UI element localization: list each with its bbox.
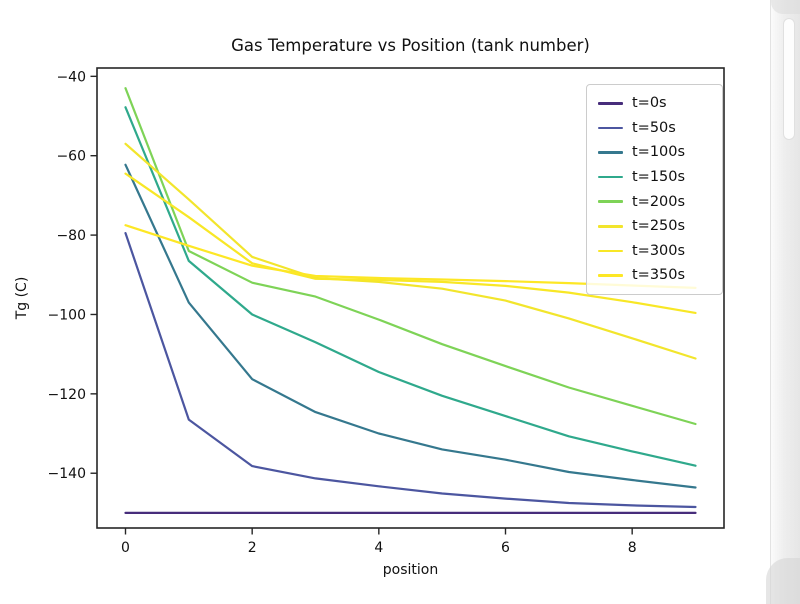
window-corner-bottom (766, 558, 800, 604)
legend-label: t=350s (632, 267, 686, 284)
x-tick-label: 6 (501, 540, 510, 556)
y-tick-label: −60 (56, 149, 86, 165)
window-right-edge (766, 0, 800, 604)
y-tick-label: −140 (48, 466, 86, 482)
y-tick-label: −80 (56, 228, 86, 244)
legend-line-swatch (598, 224, 623, 228)
legend-entry: t=50s (598, 116, 712, 141)
matplotlib-figure: 0 2 4 6 8 −40 −60 −80 −100 −120 −140 Gas Temperatu… (14, 36, 725, 578)
legend-entry: t=300s (598, 239, 712, 264)
legend-label: t=50s (632, 119, 676, 136)
series-t=200s (124, 87, 697, 426)
legend-line-swatch (598, 175, 623, 179)
x-tick-label: 0 (121, 540, 130, 556)
x-axis-label: position (382, 562, 439, 578)
legend-line-swatch (598, 200, 623, 203)
series-t=300s (124, 172, 697, 314)
window-corner-top (771, 0, 800, 14)
legend-entry: t=150s (598, 165, 712, 190)
y-tick-label: −40 (56, 69, 86, 85)
legend-entry: t=350s (598, 263, 712, 288)
chart-title: Gas Temperature vs Position (tank number… (231, 36, 590, 55)
legend-line-swatch (598, 274, 623, 277)
legend-label: t=150s (632, 169, 686, 186)
legend-label: t=100s (632, 144, 686, 161)
legend-line-swatch (598, 249, 623, 253)
chart-lines (124, 87, 697, 515)
legend-label: t=250s (632, 218, 686, 235)
legend-label: t=200s (632, 193, 686, 210)
legend: t=0s t=50s t=100s t=150s t=200s t=250s t=300s t… (586, 84, 723, 295)
x-tick-label: 2 (248, 540, 257, 556)
series-t=100s (124, 163, 697, 489)
legend-entry: t=100s (598, 140, 712, 165)
series-t=150s (124, 106, 697, 467)
y-tick-label: −120 (48, 387, 86, 403)
legend-label: t=0s (632, 95, 667, 112)
legend-entry: t=250s (598, 214, 712, 239)
legend-label: t=300s (632, 242, 686, 259)
plot-area: 0 2 4 6 8 −40 −60 −80 −100 −120 −140 (48, 67, 725, 556)
x-tick-label: 4 (374, 540, 383, 556)
axis-ticks: 0 2 4 6 8 −40 −60 −80 −100 −120 −140 (48, 69, 637, 556)
legend-line-swatch (598, 126, 623, 130)
legend-entry: t=200s (598, 189, 712, 214)
y-tick-label: −100 (48, 307, 86, 323)
series-t=250s (124, 142, 697, 360)
x-tick-label: 8 (628, 540, 637, 556)
legend-entry: t=0s (598, 91, 712, 116)
y-axis-label: Tg (C) (14, 276, 30, 320)
legend-line-swatch (598, 102, 623, 105)
axes-spines (96, 67, 725, 529)
series-t=50s (124, 232, 697, 509)
scrollbar[interactable] (783, 18, 795, 140)
legend-line-swatch (598, 151, 623, 154)
